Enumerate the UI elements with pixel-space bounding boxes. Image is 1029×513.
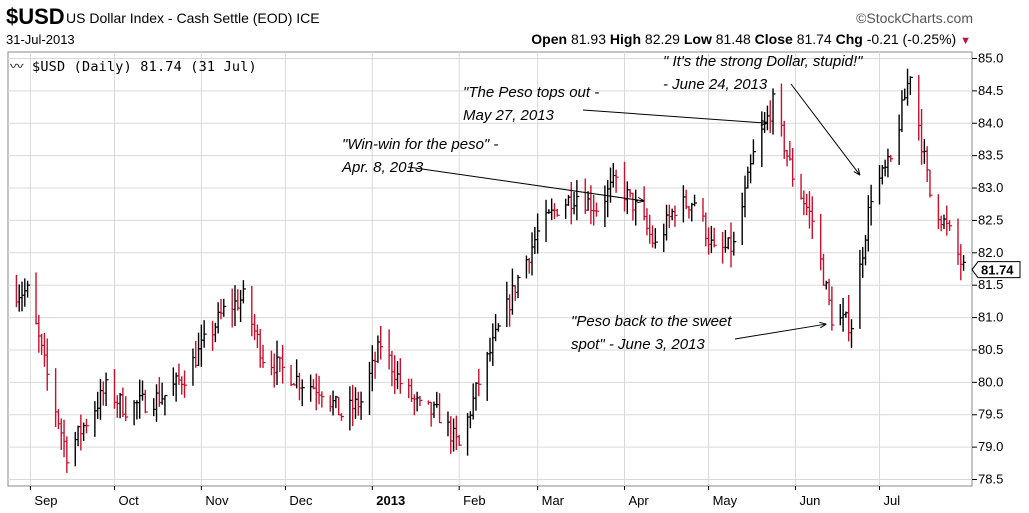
open-label: Open — [531, 31, 568, 47]
instrument-name: US Dollar Index - Cash Settle (EOD) ICE — [66, 10, 320, 26]
y-tick-label: 85.0 — [978, 50, 1003, 65]
x-tick-label: May — [713, 493, 738, 508]
y-tick-label: 79.0 — [978, 439, 1003, 454]
y-tick-label: 83.0 — [978, 180, 1003, 195]
annotation-arrowhead — [853, 168, 861, 176]
y-tick-label: 82.5 — [978, 212, 1003, 227]
close-label: Close — [754, 31, 793, 47]
high-label: High — [609, 31, 642, 47]
low-label: Low — [683, 31, 712, 47]
annotation-arrowhead — [637, 196, 645, 204]
y-tick-label: 80.0 — [978, 374, 1003, 389]
close-value: 81.74 — [796, 31, 832, 47]
x-tick-label: Nov — [205, 493, 229, 508]
x-tick-label: Dec — [289, 493, 313, 508]
annotation-arrow — [582, 109, 768, 124]
annotation-arrowhead — [819, 321, 827, 329]
quote-date: 31-Jul-2013 — [6, 32, 75, 47]
y-tick-label: 84.0 — [978, 115, 1003, 130]
open-value: 81.93 — [570, 31, 607, 47]
annotation-line-1: "The Peso tops out - — [463, 84, 599, 101]
x-tick-label: Mar — [542, 493, 565, 508]
y-tick-label: 81.5 — [978, 277, 1003, 292]
x-tick-label: Sep — [34, 493, 57, 508]
annotation-line-2: spot" - June 3, 2013 — [571, 336, 705, 353]
x-tick-label: Jun — [799, 493, 820, 508]
annotation-line-1: "Win-win for the peso" - — [342, 136, 498, 153]
y-tick-label: 79.5 — [978, 407, 1003, 422]
y-tick-label: 82.0 — [978, 245, 1003, 260]
y-tick-label: 81.0 — [978, 310, 1003, 325]
quote-summary: Open 81.93 High 82.29 Low 81.48 Close 81… — [531, 31, 971, 47]
y-tick-label: 80.5 — [978, 342, 1003, 357]
last-value-box — [971, 261, 1021, 279]
down-arrow-icon: ▼ — [960, 35, 971, 47]
chart-legend: 〰 $USD (Daily) 81.74 (31 Jul) — [10, 55, 257, 75]
y-tick-label: 84.5 — [978, 83, 1003, 98]
annotation-arrow — [734, 323, 827, 340]
legend-text: $USD (Daily) 81.74 (31 Jul) — [32, 59, 257, 75]
x-tick-label: Feb — [463, 493, 485, 508]
annotation-arrow — [407, 166, 645, 202]
instrument-label: US Dollar Index - Cash Settle (EOD) — [66, 10, 293, 26]
annotation-arrowhead — [760, 119, 768, 126]
annotation-line-2: May 27, 2013 — [463, 107, 555, 124]
chg-label: Chg — [835, 31, 863, 47]
x-tick-label: 2013 — [376, 493, 405, 508]
low-value: 81.48 — [715, 31, 751, 47]
brand-label: ©StockCharts.com — [856, 10, 973, 26]
y-tick-label: 83.5 — [978, 148, 1003, 163]
x-tick-label: Apr — [629, 493, 650, 508]
last-value-label: 81.74 — [981, 263, 1014, 278]
x-tick-label: Oct — [118, 493, 139, 508]
y-tick-label: 78.5 — [978, 472, 1003, 487]
annotation-line-2: - June 24, 2013 — [663, 76, 768, 93]
annotation-line-1: " It's the strong Dollar, stupid!" — [663, 53, 863, 70]
x-tick-label: Jul — [884, 493, 901, 508]
annotation-line-1: "Peso back to the sweet — [571, 313, 732, 330]
symbol-title: $USD — [6, 4, 65, 29]
annotation-arrow — [790, 83, 861, 176]
annotation-line-2: Apr. 8, 2013 — [341, 159, 424, 176]
legend-icon: 〰 — [10, 59, 33, 75]
exchange-label: ICE — [296, 10, 320, 26]
high-value: 82.29 — [644, 31, 680, 47]
chg-value: -0.21 (-0.25%) — [866, 31, 957, 47]
